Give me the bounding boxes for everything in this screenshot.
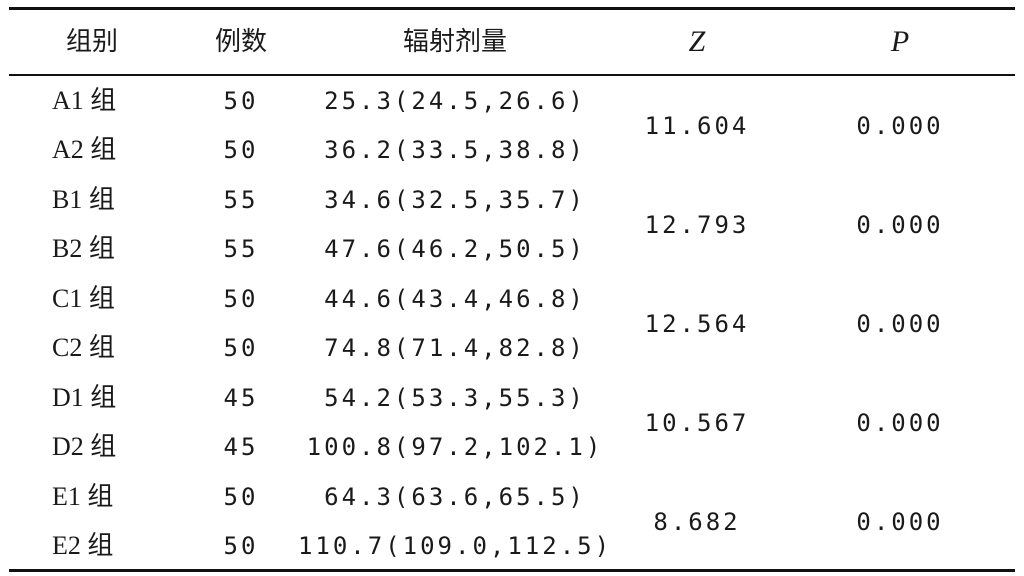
z-cell: 10.567 [644,408,750,437]
dose-cell: 110.7(109.0,112.5) [297,532,613,561]
dose-cell: 64.3(63.6,65.5) [324,482,586,511]
dose-cell: 54.2(53.3,55.3) [324,383,586,412]
group-cell: C1 组 [52,283,115,313]
dose-cell: 74.8(71.4,82.8) [324,334,586,363]
group-cell: E2 组 [52,531,114,561]
dose-cell: 47.6(46.2,50.5) [324,235,586,264]
group-cell: D2 组 [52,432,117,462]
z-cell: 12.564 [644,309,750,338]
count-cell: 45 [223,383,259,412]
count-cell: 50 [223,482,259,511]
dose-cell: 44.6(43.4,46.8) [324,284,586,313]
count-cell: 45 [223,433,259,462]
p-cell: 0.000 [856,408,944,437]
group-cell: B1 组 [52,184,115,214]
header-cell: P [890,25,910,58]
top-rule [9,7,1015,10]
header-cell: 辐射剂量 [402,27,508,57]
count-cell: 50 [223,532,259,561]
group-cell: C2 组 [52,333,115,363]
dose-cell: 36.2(33.5,38.8) [324,136,586,165]
z-cell: 11.604 [644,111,750,140]
group-cell: D1 组 [52,382,117,412]
count-cell: 50 [223,86,259,115]
count-cell: 55 [223,235,259,264]
group-cell: B2 组 [52,234,115,264]
z-cell: 8.682 [653,507,741,536]
header-cell: Z [688,25,706,58]
count-cell: 50 [223,136,259,165]
z-cell: 12.793 [644,210,750,239]
header-cell: 例数 [214,27,268,57]
bottom-rule [9,569,1015,572]
dose-cell: 100.8(97.2,102.1) [306,433,604,462]
count-cell: 50 [223,284,259,313]
dose-cell: 25.3(24.5,26.6) [324,86,586,115]
count-cell: 50 [223,334,259,363]
p-cell: 0.000 [856,309,944,338]
count-cell: 55 [223,185,259,214]
group-cell: E1 组 [52,481,114,511]
header-rule [9,74,1015,76]
dose-cell: 34.6(32.5,35.7) [324,185,586,214]
header-cell: 组别 [65,27,119,57]
group-cell: A2 组 [52,135,117,165]
p-cell: 0.000 [856,507,944,536]
p-cell: 0.000 [856,210,944,239]
p-cell: 0.000 [856,111,944,140]
group-cell: A1 组 [52,85,117,115]
